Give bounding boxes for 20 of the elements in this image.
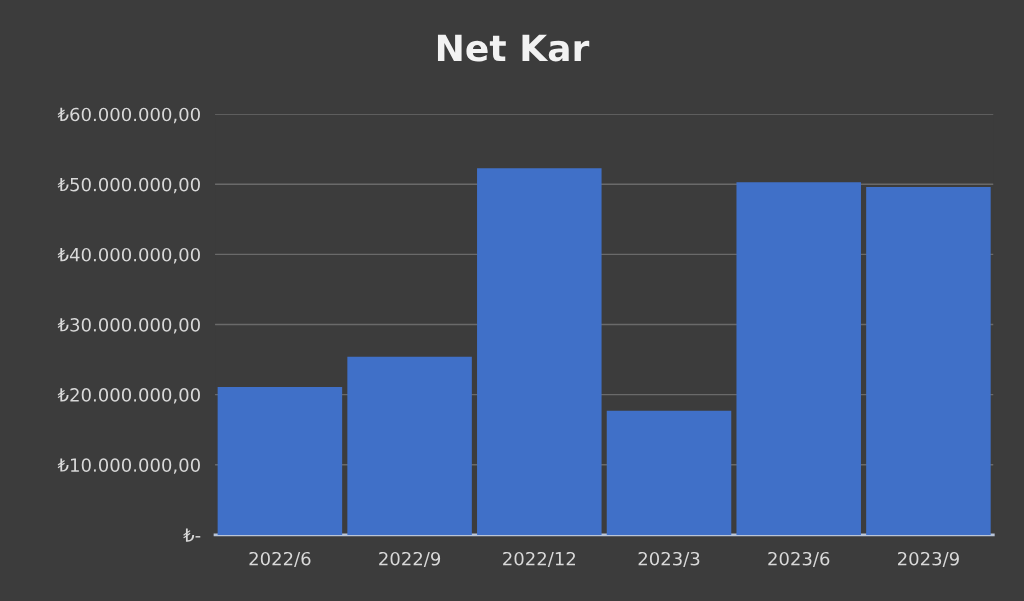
y-tick-label: ₺50.000.000,00 xyxy=(57,177,200,194)
bar xyxy=(347,356,472,535)
bar xyxy=(477,168,602,535)
x-tick-label: 2023/3 xyxy=(638,551,700,567)
y-tick-label: ₺10.000.000,00 xyxy=(57,458,200,474)
y-tick-label: ₺20.000.000,00 xyxy=(57,388,200,404)
y-tick-label: ₺40.000.000,00 xyxy=(57,247,200,264)
bar xyxy=(866,187,991,535)
x-tick-label: 2022/9 xyxy=(379,551,441,567)
bar xyxy=(606,410,732,535)
bar xyxy=(736,182,861,535)
x-tick-label: 2023/6 xyxy=(768,551,830,567)
y-tick-label: ₺- xyxy=(183,528,201,542)
y-tick-label: ₺60.000.000,00 xyxy=(57,107,200,124)
x-tick-label: 2022/6 xyxy=(249,551,311,567)
x-tick-label: 2023/9 xyxy=(897,551,959,567)
y-tick-label: ₺30.000.000,00 xyxy=(57,318,200,334)
bar xyxy=(217,386,343,535)
chart-title: Net Kar xyxy=(437,34,590,62)
x-tick-label: 2022/12 xyxy=(503,551,575,567)
